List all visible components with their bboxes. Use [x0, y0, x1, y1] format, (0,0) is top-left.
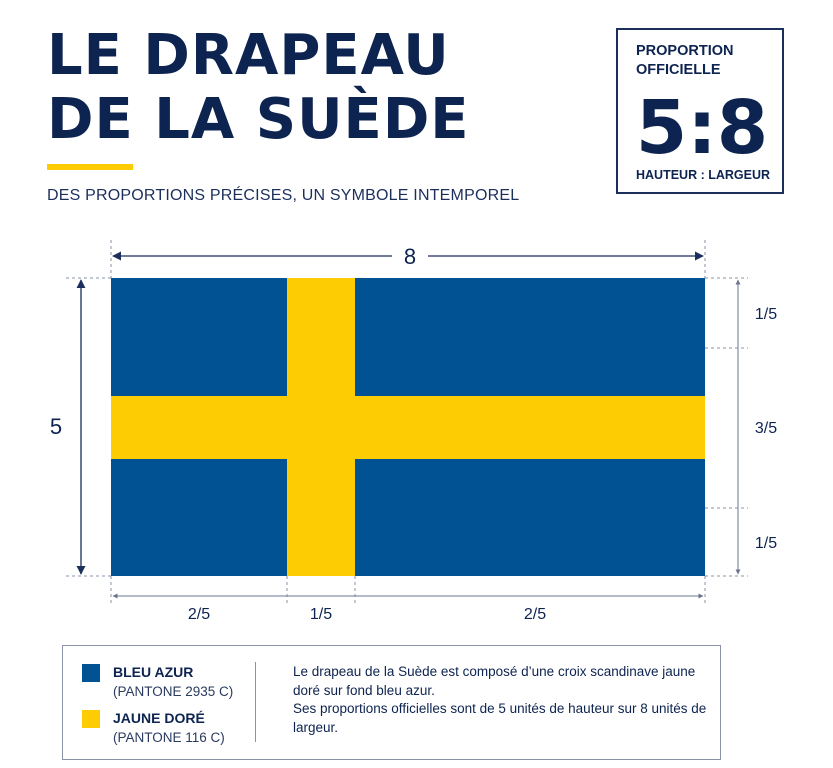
right-segment-label-middle: 3/5: [755, 420, 777, 437]
blue-swatch: [82, 664, 100, 682]
right-segment-label-top: 1/5: [755, 306, 777, 323]
legend-divider: [255, 662, 256, 742]
bottom-segment-label-left: 2/5: [188, 606, 210, 623]
yellow-pantone-code: (PANTONE 116 C): [113, 730, 225, 745]
height-label: 5: [50, 414, 62, 439]
title-underline: [47, 164, 133, 170]
yellow-swatch: [82, 710, 100, 728]
ratio-caption: HAUTEUR : LARGEUR: [636, 168, 771, 182]
right-segment-label-bottom: 1/5: [755, 535, 777, 552]
ratio-box: PROPORTION OFFICIELLE 5:8 HAUTEUR : LARG…: [616, 28, 784, 194]
description-line-2: Ses proportions officielles sont de 5 un…: [293, 701, 707, 735]
width-label: 8: [404, 244, 416, 269]
legend-description: Le drapeau de la Suède est composé d’une…: [293, 663, 713, 737]
description-line-1: Le drapeau de la Suède est composé d’une…: [293, 664, 696, 698]
bottom-segment-label-middle: 1/5: [310, 606, 332, 623]
ratio-value: 5:8: [635, 85, 769, 171]
page-subtitle: DES PROPORTIONS PRÉCISES, UN SYMBOLE INT…: [47, 187, 520, 204]
blue-color-name: BLEU AZUR: [113, 664, 194, 680]
page-title: LE DRAPEAU DE LA SUÈDE: [47, 24, 470, 152]
color-legend: BLEU AZUR (PANTONE 2935 C) JAUNE DORÉ (P…: [62, 645, 721, 760]
bottom-segment-label-right: 2/5: [524, 606, 546, 623]
title-line-1: LE DRAPEAU: [47, 23, 450, 88]
yellow-color-name: JAUNE DORÉ: [113, 710, 205, 726]
ratio-label: PROPORTION OFFICIELLE: [636, 43, 734, 78]
title-line-2: DE LA SUÈDE: [47, 87, 470, 152]
blue-pantone-code: (PANTONE 2935 C): [113, 684, 234, 699]
flag-cross-horizontal: [111, 396, 705, 459]
